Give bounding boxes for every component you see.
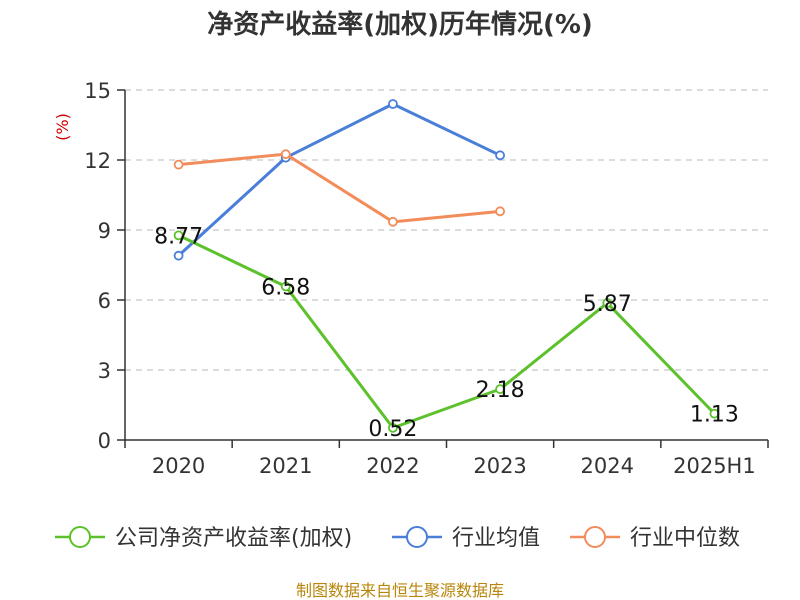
legend-swatch-marker [584, 526, 606, 548]
legend-label: 行业中位数 [630, 526, 740, 551]
data-point [495, 150, 505, 161]
data-point [173, 250, 184, 261]
y-axis-label: (%) [53, 113, 72, 141]
y-tick-label: 9 [98, 219, 111, 243]
y-tick-label: 12 [84, 149, 111, 173]
data-point [495, 384, 505, 395]
data-point [173, 159, 184, 170]
data-label: 5.87 [583, 292, 632, 317]
series-line-0 [177, 234, 716, 430]
data-point [280, 281, 291, 292]
x-tick-label: 2021 [259, 454, 312, 478]
axes: 0 3 6 9 12 15 2020 2021 2022 2023 2024 2025H1 [84, 79, 769, 478]
legend-label: 行业均值 [452, 526, 540, 551]
grid-lines [125, 89, 768, 371]
legend-swatch-marker [69, 526, 91, 548]
x-tick-label: 2022 [366, 454, 419, 478]
y-tick-label: 0 [98, 429, 111, 453]
data-label: 1.13 [690, 403, 739, 428]
y-tick-label: 3 [98, 359, 111, 383]
data-point [388, 216, 398, 227]
series-group [173, 99, 720, 433]
series-line-1 [177, 102, 501, 257]
x-tick-label: 2023 [473, 454, 526, 478]
data-point [388, 422, 398, 433]
legend-label: 公司净资产收益率(加权) [115, 526, 352, 551]
data-point [495, 206, 505, 217]
x-tick-label: 2024 [581, 454, 634, 478]
data-point [709, 408, 720, 419]
x-tick-label: 2020 [152, 454, 205, 478]
data-label: 2.18 [476, 378, 525, 403]
chart-title: 净资产收益率(加权)历年情况(%) [207, 9, 593, 40]
data-label: 6.58 [261, 275, 310, 300]
x-tick-label: 2025H1 [673, 454, 756, 478]
data-point [280, 149, 291, 160]
y-tick-label: 6 [98, 289, 111, 313]
data-point [173, 230, 184, 241]
legend: 公司净资产收益率(加权) 行业均值 行业中位数 [55, 526, 740, 551]
data-point [602, 298, 613, 308]
series-line-2 [178, 152, 501, 224]
data-point [388, 99, 398, 109]
data-label: 0.52 [368, 417, 417, 442]
y-tick-label: 15 [84, 79, 111, 103]
source-note: 制图数据来自恒生聚源数据库 [296, 581, 504, 600]
data-labels: 8.77 6.58 0.52 2.18 5.87 1.13 [154, 224, 739, 442]
data-label: 8.77 [154, 224, 203, 249]
legend-swatch-marker [406, 526, 428, 548]
